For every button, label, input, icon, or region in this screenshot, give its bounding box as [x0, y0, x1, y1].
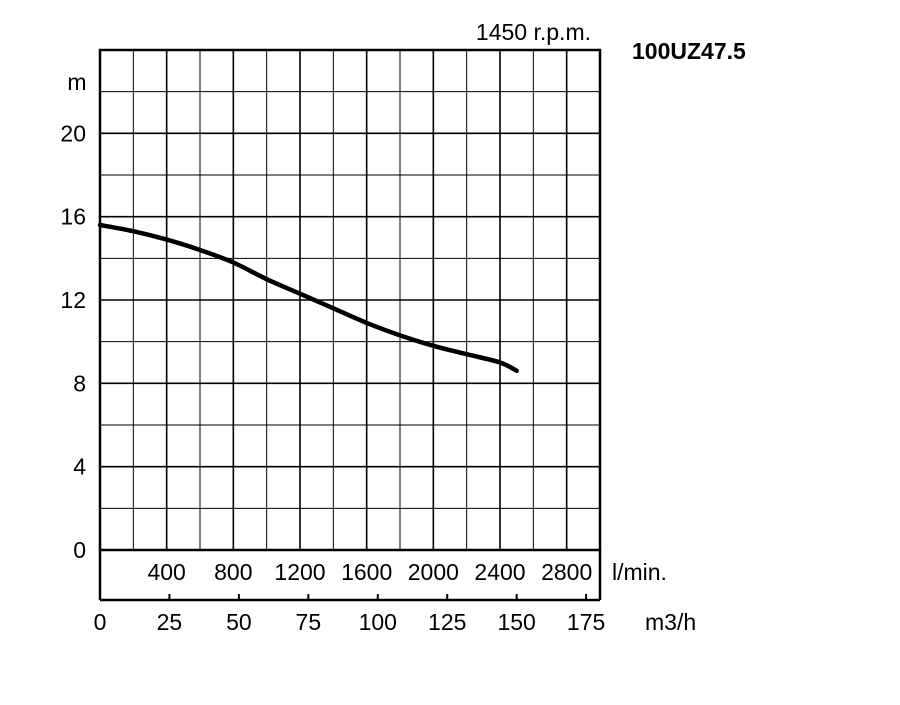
x-m3h-tick-label: 150	[497, 609, 535, 635]
x-lmin-tick-label: 1200	[274, 559, 325, 585]
y-tick-label: 20	[60, 120, 86, 146]
x-lmin-tick-label: 1600	[341, 559, 392, 585]
x-m3h-tick-label: 25	[157, 609, 183, 635]
x-m3h-tick-label: 75	[296, 609, 322, 635]
x-lmin-tick-label: 400	[147, 559, 185, 585]
x-lmin-tick-label: 2400	[474, 559, 525, 585]
chart-subtitle: 1450 r.p.m.	[476, 19, 591, 45]
y-tick-label: 16	[60, 204, 86, 230]
y-tick-label: 4	[73, 454, 86, 480]
plot-frame	[98, 48, 602, 602]
y-tick-labels: 0 4 8 12 16 20	[60, 120, 86, 563]
x-lmin-tick-label: 2800	[541, 559, 592, 585]
x-m3h-tick-label: 50	[226, 609, 252, 635]
plot-border	[98, 48, 602, 552]
x-lmin-tick-label: 2000	[408, 559, 459, 585]
x-m3h-tick-labels: 0 25 50 75 100 125 150 175	[94, 609, 606, 635]
x-lmin-tick-labels: 400 800 1200 1600 2000 2400 2800	[147, 559, 592, 585]
y-tick-label: 8	[73, 370, 86, 396]
series-layer	[97, 222, 519, 374]
y-tick-label: 12	[60, 287, 86, 313]
x-m3h-tick-label: 0	[94, 609, 107, 635]
x-m3h-tick-label: 100	[359, 609, 397, 635]
y-axis-label: m	[67, 69, 86, 95]
x-m3h-tick-label: 125	[428, 609, 466, 635]
y-tick-label: 0	[73, 537, 86, 563]
x-m3h-axis-label: m3/h	[645, 609, 696, 635]
x-lmin-axis-label: l/min.	[612, 559, 667, 585]
x-m3h-tick-label: 175	[567, 609, 605, 635]
x-lmin-tick-label: 800	[214, 559, 252, 585]
grid	[100, 50, 600, 550]
chart-title: 100UZ47.5	[632, 38, 746, 64]
head-flow-curve	[97, 222, 519, 374]
